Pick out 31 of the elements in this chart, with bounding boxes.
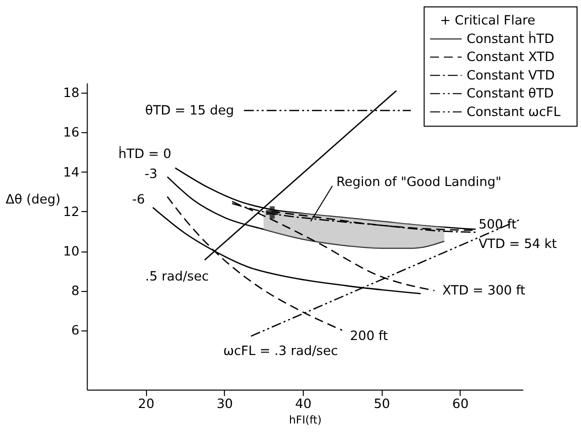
text: Constant ḣTD <box>466 30 554 47</box>
x-tick-label: 30 <box>216 396 233 412</box>
series-label: -3 <box>144 166 158 182</box>
annotation: Constant VTD <box>466 68 555 84</box>
annotation: Constant θTD <box>466 86 554 102</box>
series-label: VTD = 54 kt <box>478 237 557 252</box>
series-label: 500 ft <box>478 217 516 232</box>
series-label: ḣTD = 0 <box>118 146 172 162</box>
y-tick-label: 12 <box>63 204 80 220</box>
x-tick-label: 50 <box>374 396 390 412</box>
x-axis-title: hFI(ft) <box>288 414 322 427</box>
series-label: 200 ft <box>350 329 388 344</box>
y-tick-label: 6 <box>71 324 80 339</box>
x-tick-label: 40 <box>295 396 312 412</box>
series-label: ωcFL = .3 rad/sec <box>223 344 338 359</box>
text: Constant XTD <box>466 50 555 66</box>
annotation: Region of "Good Landing" <box>336 174 502 190</box>
text: + Critical Flare <box>440 14 536 29</box>
y-axis-title: Δθ (deg) <box>6 192 60 208</box>
annotation: Constant ωcFL <box>466 104 562 120</box>
y-tick-label: 18 <box>63 86 80 102</box>
series-label: θTD = 15 deg <box>145 103 234 118</box>
series-label: -6 <box>132 192 145 208</box>
y-tick-label: 10 <box>63 244 80 260</box>
y-tick-label: 14 <box>63 165 80 180</box>
x-tick-label: 20 <box>138 396 154 412</box>
y-tick-label: 8 <box>71 284 80 300</box>
x-tick-label: 60 <box>452 396 469 412</box>
series-label: XTD = 300 ft <box>442 284 526 299</box>
series-label: .5 rad/sec <box>145 270 209 285</box>
y-tick-label: 16 <box>63 126 80 141</box>
